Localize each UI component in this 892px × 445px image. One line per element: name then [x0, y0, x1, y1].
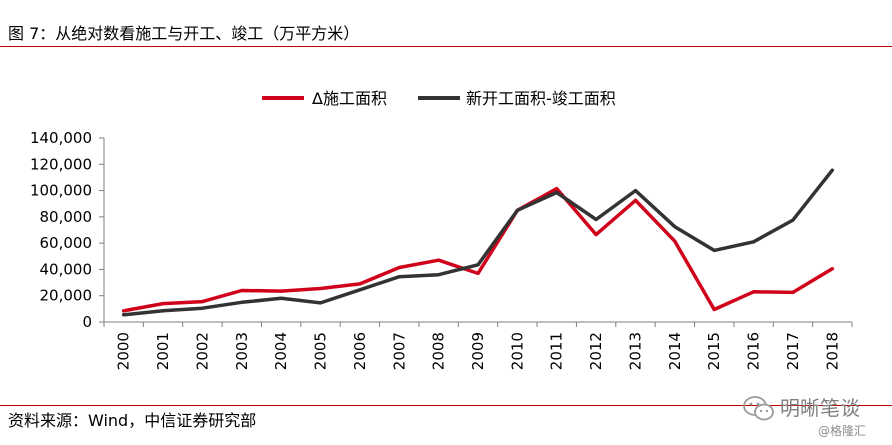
x-tick-label: 2012 [587, 332, 605, 370]
data-point [279, 296, 283, 300]
data-point [279, 289, 283, 293]
line-chart: 0 20,000 40,000 60,000 80,000 100,000 120,000 1… [30, 89, 853, 370]
watermark-name: 明晰笔谈 [780, 396, 860, 420]
watermark-handle: @格隆汇 [818, 424, 867, 438]
watermark: 明晰笔谈 @格隆汇 [740, 392, 888, 442]
data-point [555, 187, 559, 191]
data-point [161, 309, 165, 313]
x-tick-label: 2002 [193, 332, 211, 370]
data-point [240, 300, 244, 304]
x-tick-label: 2016 [745, 332, 763, 370]
data-point [633, 198, 637, 202]
data-point [594, 233, 598, 237]
x-tick-label: 2007 [390, 332, 408, 370]
x-tick-label: 2010 [508, 332, 526, 370]
data-point [397, 265, 401, 269]
data-point [397, 275, 401, 279]
y-tick-label: 60,000 [40, 234, 93, 252]
data-point [358, 288, 362, 292]
source-note: 资料来源：Wind，中信证券研究部 [8, 411, 257, 430]
data-point [240, 288, 244, 292]
x-tick-label: 2009 [469, 332, 487, 370]
series-line-delta-construction [121, 186, 835, 313]
data-point [594, 217, 598, 221]
y-tick-label: 120,000 [30, 155, 92, 173]
data-point [712, 248, 716, 252]
x-tick-label: 2000 [115, 332, 133, 370]
x-tick-label: 2015 [705, 332, 723, 370]
figure-title: 图 7：从绝对数看施工与开工、竣工（万平方米） [8, 24, 360, 43]
data-point [830, 267, 834, 271]
data-point [437, 258, 441, 262]
data-point [200, 300, 204, 304]
y-tick-label: 80,000 [40, 208, 93, 226]
bottom-divider [0, 405, 892, 406]
legend-label: Δ施工面积 [312, 89, 387, 108]
data-point [673, 225, 677, 229]
data-point [122, 313, 126, 317]
y-tick-label: 40,000 [40, 260, 93, 278]
x-tick-label: 2004 [272, 332, 290, 370]
data-point [161, 302, 165, 306]
data-point [752, 290, 756, 294]
x-tick-label: 2005 [312, 332, 330, 370]
data-point [712, 308, 716, 312]
y-tick-label: 100,000 [30, 182, 92, 200]
data-point [791, 290, 795, 294]
data-point [752, 240, 756, 244]
data-point [358, 282, 362, 286]
x-tick-label: 2001 [154, 332, 172, 370]
data-point [319, 286, 323, 290]
x-tick-label: 2006 [351, 332, 369, 370]
x-tick-label: 2011 [548, 332, 566, 370]
data-point [122, 309, 126, 313]
data-point [476, 271, 480, 275]
legend-label: 新开工面积-竣工面积 [466, 89, 616, 108]
data-point [830, 168, 834, 172]
y-tick-label: 0 [82, 313, 92, 331]
wechat-icon [743, 396, 774, 421]
data-point [200, 306, 204, 310]
data-point [791, 218, 795, 222]
data-point [633, 189, 637, 193]
x-tick-label: 2014 [666, 332, 684, 370]
x-tick-label: 2017 [784, 332, 802, 370]
data-point [673, 239, 677, 243]
data-point [319, 301, 323, 305]
data-point [555, 191, 559, 195]
x-tick-label: 2008 [430, 332, 448, 370]
data-point [476, 263, 480, 267]
x-tick-label: 2018 [823, 332, 841, 370]
y-tick-label: 20,000 [40, 287, 93, 305]
data-point [437, 273, 441, 277]
x-tick-label: 2013 [626, 332, 644, 370]
x-tick-label: 2003 [233, 332, 251, 370]
top-divider [0, 46, 892, 47]
y-tick-label: 140,000 [30, 129, 92, 147]
data-point [515, 208, 519, 212]
